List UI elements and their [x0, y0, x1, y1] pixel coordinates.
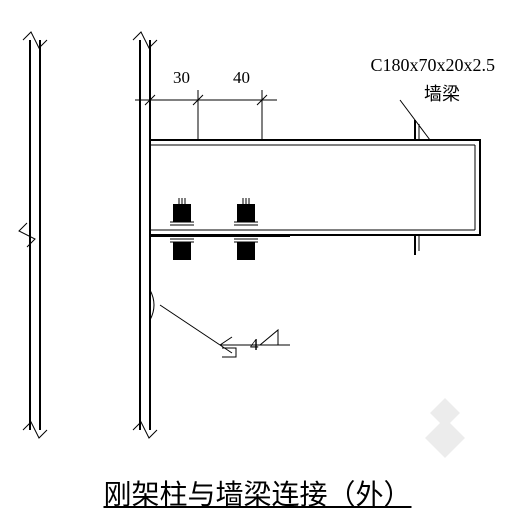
watermark-icon	[405, 388, 485, 468]
dim-30-label: 30	[173, 68, 190, 88]
beam-spec-label: C180x70x20x2.5	[370, 55, 495, 76]
beam-name-label: 墙梁	[424, 80, 460, 106]
weld-size-label: 4	[250, 335, 259, 355]
diagram-title: 刚架柱与墙梁连接（外）	[30, 473, 485, 513]
dim-40-label: 40	[233, 68, 250, 88]
